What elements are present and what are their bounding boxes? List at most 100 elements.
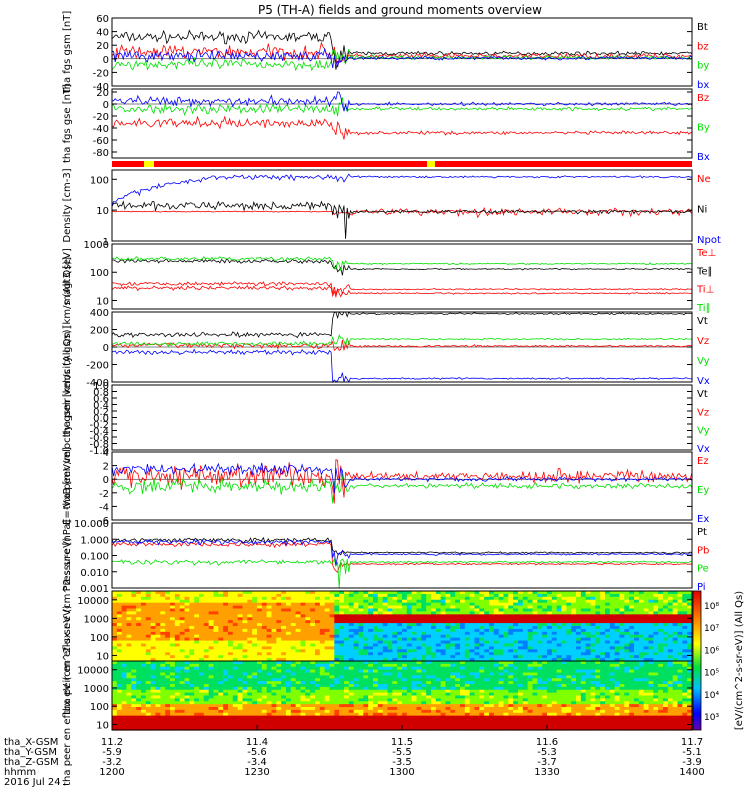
heatmap-cell <box>392 623 398 627</box>
heatmap-cell <box>489 617 495 621</box>
heatmap-cell <box>276 626 282 630</box>
heatmap-cell <box>634 602 640 607</box>
heatmap-cell <box>629 596 635 601</box>
heatmap-cell <box>112 658 118 662</box>
heatmap-cell <box>373 712 379 717</box>
heatmap-cell <box>634 649 640 653</box>
y-tick-label: -0.4 <box>89 427 109 438</box>
heatmap-cell <box>160 672 166 676</box>
heatmap-cell <box>619 611 625 615</box>
heatmap-cell <box>445 707 451 711</box>
heatmap-cell <box>213 617 219 621</box>
heatmap-cell <box>406 712 413 717</box>
heatmap-cell <box>247 675 253 679</box>
heatmap-cell <box>498 628 505 633</box>
heatmap-cell <box>155 704 161 708</box>
heatmap-cell <box>324 686 331 691</box>
heatmap-cell <box>571 643 577 648</box>
heatmap-cell <box>518 626 524 630</box>
heatmap-cell <box>595 596 601 601</box>
heatmap-cell <box>614 617 621 621</box>
heatmap-cell <box>450 593 456 598</box>
heatmap-cell <box>194 707 200 711</box>
heatmap-cell <box>571 620 577 624</box>
heatmap-cell <box>223 672 229 676</box>
heatmap-cell <box>213 631 219 636</box>
heatmap-cell <box>281 605 287 610</box>
heatmap-cell <box>580 643 587 648</box>
heatmap-cell <box>605 637 611 642</box>
heatmap-cell <box>368 652 374 656</box>
heatmap-cell <box>667 608 674 613</box>
heatmap-cell <box>174 646 181 650</box>
heatmap-cell <box>527 596 534 601</box>
heatmap-cell <box>184 637 190 642</box>
heatmap-cell <box>551 655 558 659</box>
heatmap-cell <box>406 611 413 615</box>
heatmap-cell <box>136 675 142 679</box>
heatmap-cell <box>373 634 379 639</box>
heatmap-cell <box>199 712 205 717</box>
heatmap-cell <box>223 614 229 618</box>
heatmap-cell <box>464 686 471 691</box>
heatmap-cell <box>223 623 229 627</box>
heatmap-cell <box>542 608 548 613</box>
heatmap-cell <box>203 614 210 618</box>
heatmap-cell <box>213 704 219 708</box>
heatmap-cell <box>377 701 384 705</box>
heatmap-cell <box>435 623 442 627</box>
heatmap-cell <box>479 591 485 595</box>
heatmap-cell <box>561 599 567 604</box>
heatmap-cell <box>208 709 215 714</box>
heatmap-cell <box>131 602 137 607</box>
heatmap-cell <box>624 655 630 659</box>
heatmap-cell <box>213 701 219 705</box>
heatmap-cell <box>426 649 432 653</box>
heatmap-cell <box>145 614 152 618</box>
heatmap-cell <box>382 617 389 621</box>
heatmap-cell <box>431 715 437 720</box>
heatmap-cell <box>358 655 364 659</box>
heatmap-cell <box>271 721 277 725</box>
heatmap-cell <box>131 684 137 688</box>
heatmap-cell <box>489 602 495 607</box>
heatmap-cell <box>440 631 447 636</box>
heatmap-cell <box>397 593 403 598</box>
heatmap-cell <box>286 686 292 691</box>
heatmap-cell <box>522 643 529 648</box>
heatmap-cell <box>150 692 157 697</box>
heatmap-cell <box>339 692 345 697</box>
heatmap-cell <box>484 686 490 691</box>
heatmap-cell <box>474 623 480 627</box>
heatmap-cell <box>213 637 219 642</box>
heatmap-cell <box>339 628 345 633</box>
heatmap-cell <box>155 669 161 674</box>
heatmap-cell <box>619 649 625 653</box>
heatmap-cell <box>339 637 345 642</box>
heatmap-cell <box>464 689 471 694</box>
heatmap-cell <box>310 626 316 630</box>
heatmap-cell <box>155 617 161 621</box>
heatmap-cell <box>392 591 398 595</box>
heatmap-cell <box>435 637 442 642</box>
heatmap-cell <box>460 611 466 615</box>
heatmap-cell <box>276 620 282 624</box>
heatmap-cell <box>431 709 437 714</box>
heatmap-cell <box>339 593 345 598</box>
heatmap-cell <box>199 663 205 668</box>
heatmap-cell <box>595 617 601 621</box>
heatmap-cell <box>503 623 509 627</box>
heatmap-cell <box>648 599 654 604</box>
heatmap-cell <box>460 643 466 648</box>
heatmap-cell <box>353 695 360 699</box>
heatmap-cell <box>406 652 413 656</box>
heatmap-cell <box>416 646 422 650</box>
heatmap-cell <box>450 727 456 731</box>
heatmap-cell <box>518 640 524 645</box>
heatmap-cell <box>479 686 485 691</box>
heatmap-cell <box>315 684 321 688</box>
heatmap-cell <box>189 678 195 682</box>
heatmap-cell <box>290 712 297 717</box>
heatmap-cell <box>199 605 205 610</box>
heatmap-cell <box>411 684 418 688</box>
